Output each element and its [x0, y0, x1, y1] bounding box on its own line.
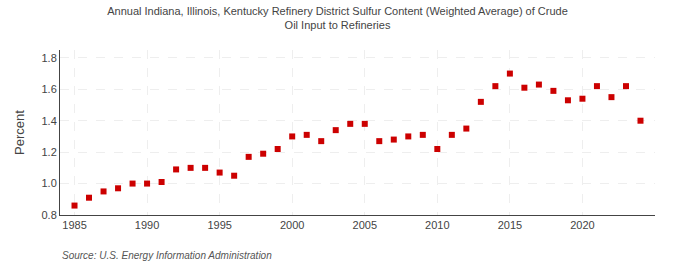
- svg-text:Source: U.S. Energy Informatio: Source: U.S. Energy Information Administ…: [62, 250, 272, 261]
- svg-text:Percent: Percent: [12, 110, 27, 155]
- svg-text:1985: 1985: [62, 219, 86, 231]
- svg-text:2010: 2010: [425, 219, 449, 231]
- svg-text:2005: 2005: [353, 219, 377, 231]
- svg-text:1.2: 1.2: [42, 146, 57, 158]
- svg-text:1.0: 1.0: [42, 177, 57, 189]
- svg-text:2020: 2020: [570, 219, 594, 231]
- svg-text:2015: 2015: [498, 219, 522, 231]
- svg-text:1.8: 1.8: [42, 52, 57, 64]
- svg-text:2000: 2000: [280, 219, 304, 231]
- svg-text:1990: 1990: [135, 219, 159, 231]
- svg-text:1.4: 1.4: [42, 115, 57, 127]
- svg-text:Annual Indiana, Illinois, Kent: Annual Indiana, Illinois, Kentucky Refin…: [107, 5, 568, 31]
- svg-text:1.6: 1.6: [42, 83, 57, 95]
- svg-text:1995: 1995: [207, 219, 231, 231]
- svg-text:0.8: 0.8: [42, 209, 57, 221]
